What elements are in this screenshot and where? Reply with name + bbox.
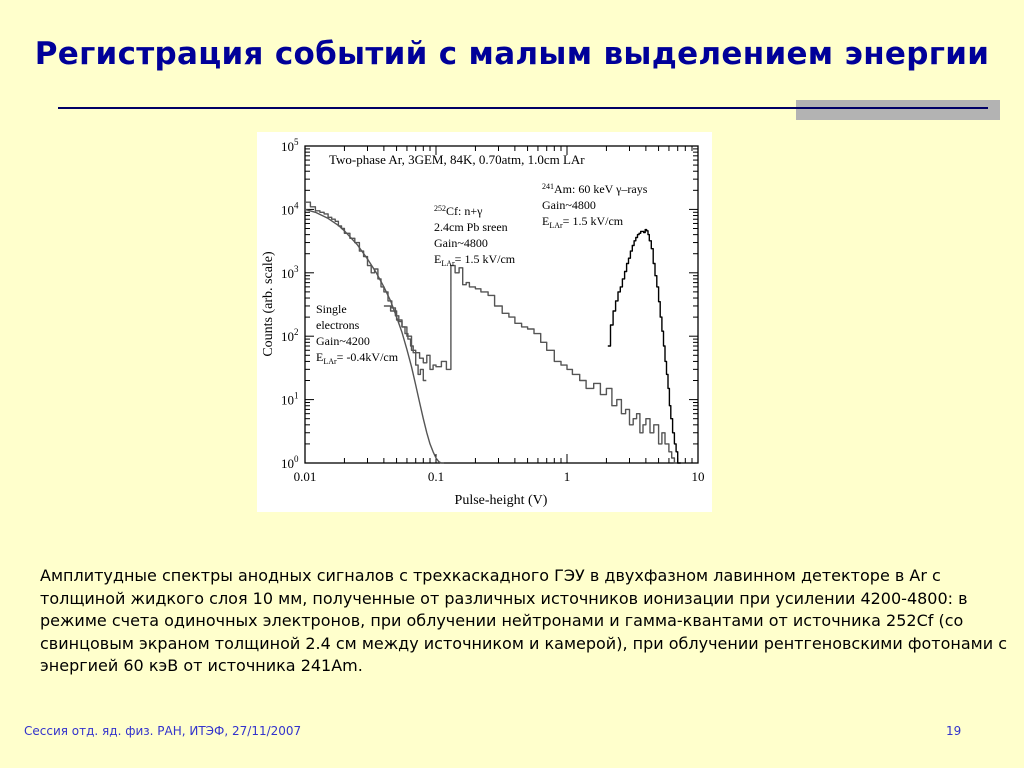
annotation-cf-l4-sub: LAr <box>441 259 455 268</box>
am241-spectrum-line <box>607 228 681 464</box>
annotation-single-l1: Single <box>316 302 347 316</box>
x-axis-title: Pulse-height (V) <box>455 493 548 508</box>
y-tick-exp: 3 <box>294 264 299 274</box>
annotation-cf-l2: 2.4cm Pb sreen <box>434 220 508 234</box>
y-tick-exp: 5 <box>294 137 299 147</box>
annotation-single-l4: ELAr= -0.4kV/cm <box>316 350 399 366</box>
x-tick-label: 1 <box>564 469 571 484</box>
annotation-am-l2: Gain~4800 <box>542 198 596 212</box>
y-tick-label: 104 <box>281 200 299 217</box>
plot-frame <box>304 145 699 464</box>
x-tick-label: 0.01 <box>294 469 317 484</box>
annotation-cf-l1: 252Cf: n+γ <box>434 204 483 218</box>
annotation-cf-l4-main: E <box>434 252 441 266</box>
annotation-cf-l1-sup: 252 <box>434 204 446 213</box>
chart-panel: 100 101 102 103 104 105 0.01 0.1 1 10 Pulse-heig… <box>257 132 712 512</box>
x-tick-labels: 0.01 0.1 1 10 <box>294 469 705 484</box>
y-tick-base: 10 <box>281 202 294 217</box>
y-tick-base: 10 <box>281 266 294 281</box>
single-electrons-fit-line <box>304 208 444 464</box>
annotation-am241: 241Am: 60 keV γ–rays Gain~4800 ELAr= 1.5… <box>542 182 648 230</box>
cf252-spectrum-line <box>383 264 678 464</box>
figure-caption: Амплитудные спектры анодных сигналов с т… <box>40 566 1008 675</box>
y-tick-exp: 2 <box>294 327 299 337</box>
y-tick-label: 102 <box>281 327 299 344</box>
annotation-single-electrons: Single electrons Gain~4200 ELAr= -0.4kV/… <box>316 302 399 366</box>
annotation-cf-l4-rest: = 1.5 kV/cm <box>455 252 516 266</box>
annotation-am-l3: ELAr= 1.5 kV/cm <box>542 214 624 230</box>
y-tick-exp: 0 <box>294 454 299 464</box>
axis-ticks <box>304 146 698 464</box>
x-tick-label: 0.1 <box>428 469 444 484</box>
annotation-am-l3-main: E <box>542 214 549 228</box>
annotation-cf-l1-main: Cf: n+γ <box>446 204 483 218</box>
footer-session-info: Сессия отд. яд. физ. РАН, ИТЭФ, 27/11/20… <box>24 724 302 738</box>
slide-title: Регистрация событий с малым выделением э… <box>34 36 990 72</box>
annotation-cf252: 252Cf: n+γ 2.4cm Pb sreen Gain~4800 ELAr… <box>434 204 516 268</box>
annotation-am-l1-sup: 241 <box>542 182 554 191</box>
annotation-cf-l3: Gain~4800 <box>434 236 488 250</box>
y-tick-base: 10 <box>281 393 294 408</box>
y-tick-exp: 1 <box>294 391 299 401</box>
y-tick-label: 105 <box>281 137 299 154</box>
y-tick-label: 103 <box>281 264 299 281</box>
annotation-cf-l4: ELAr= 1.5 kV/cm <box>434 252 516 268</box>
y-tick-base: 10 <box>281 139 294 154</box>
x-tick-label: 10 <box>692 469 705 484</box>
annotation-am-l1: 241Am: 60 keV γ–rays <box>542 182 648 196</box>
annotation-single-l4-rest: = -0.4kV/cm <box>337 350 399 364</box>
y-tick-label: 100 <box>281 454 299 471</box>
plot-area-border <box>304 145 699 464</box>
y-axis-title: Counts (arb. scale) <box>261 251 276 357</box>
annotation-single-l4-main: E <box>316 350 323 364</box>
title-rule-bar <box>796 100 1000 120</box>
y-tick-base: 10 <box>281 456 294 471</box>
annotation-am-l1-main: Am: 60 keV γ–rays <box>554 182 648 196</box>
title-rule <box>58 107 988 109</box>
annotation-single-l2: electrons <box>316 318 360 332</box>
y-tick-base: 10 <box>281 329 294 344</box>
series-layer <box>304 201 681 464</box>
annotation-am-l3-sub: LAr <box>549 221 563 230</box>
chart-title: Two-phase Ar, 3GEM, 84K, 0.70atm, 1.0cm … <box>329 152 585 167</box>
annotation-single-l3: Gain~4200 <box>316 334 370 348</box>
page-number: 19 <box>946 724 962 738</box>
annotation-single-l4-sub: LAr <box>323 357 337 366</box>
annotation-am-l3-rest: = 1.5 kV/cm <box>563 214 624 228</box>
y-tick-exp: 4 <box>294 200 299 210</box>
y-tick-label: 101 <box>281 391 299 408</box>
